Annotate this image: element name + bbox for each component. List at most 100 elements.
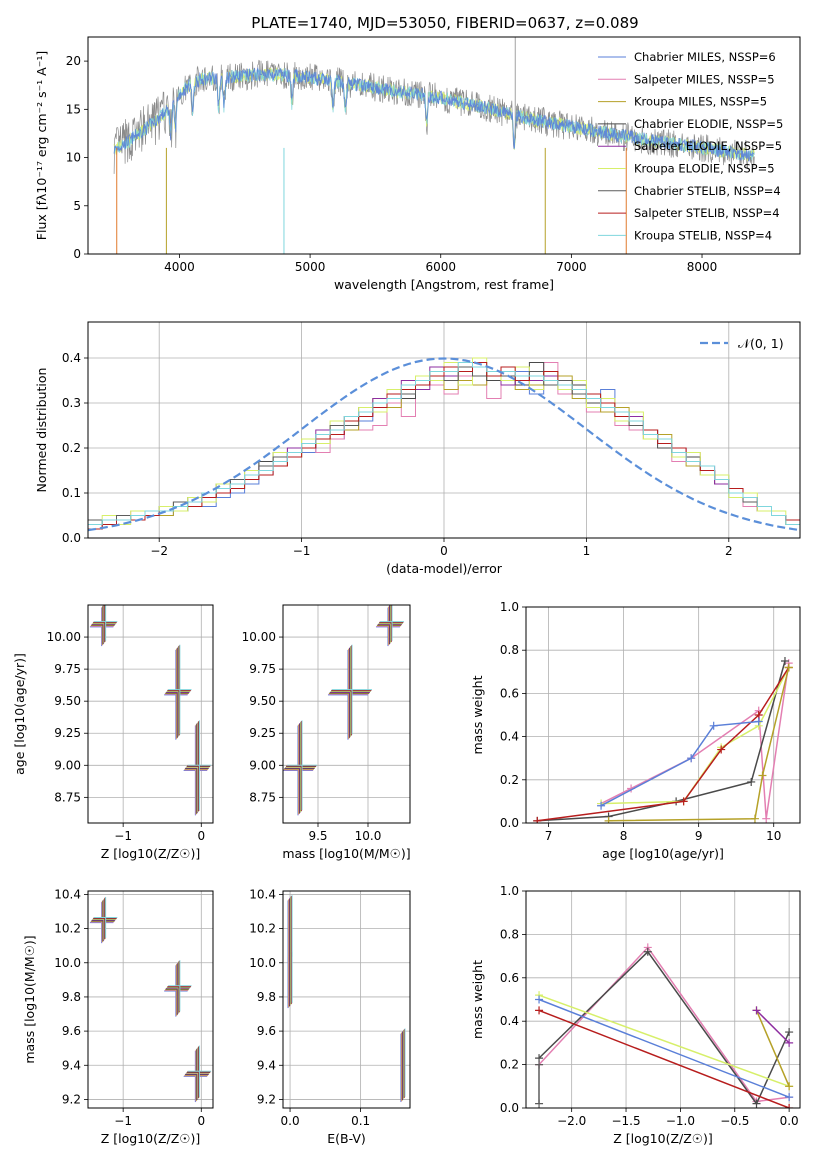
y-tick-label: 9.2 xyxy=(62,1092,81,1106)
x-tick-label: −1 xyxy=(114,1114,132,1128)
x-tick-label: 0.0 xyxy=(780,1114,799,1128)
y-axis-label: mass weight xyxy=(470,675,485,754)
weight-marker xyxy=(604,816,613,823)
weight-marker xyxy=(679,797,688,806)
weight-series-line xyxy=(538,950,790,1106)
weight-marker xyxy=(754,717,763,726)
weight-marker xyxy=(533,816,542,823)
x-axis-label: mass [log10(M/M☉)] xyxy=(282,846,410,861)
y-tick-label: 8.75 xyxy=(54,790,81,804)
normal-curve xyxy=(88,357,800,532)
x-axis-label: (data-model)/error xyxy=(386,561,503,576)
x-tick-label: −1.0 xyxy=(666,1114,695,1128)
y-tick-label: 9.6 xyxy=(62,1024,81,1038)
x-tick-label: 8 xyxy=(620,829,628,843)
y-tick-label: 9.75 xyxy=(54,662,81,676)
y-tick-label: 9.25 xyxy=(249,726,276,740)
x-tick-label: 10 xyxy=(766,829,781,843)
weight-marker xyxy=(535,1006,544,1015)
weight-marker xyxy=(535,1099,544,1108)
y-tick-label: 1.0 xyxy=(500,600,519,614)
x-tick-label: 2 xyxy=(725,544,733,558)
y-tick-label: 1.0 xyxy=(500,884,519,898)
y-tick-label: 0.4 xyxy=(500,1014,519,1028)
x-tick-label: 1 xyxy=(583,544,591,558)
panel-age_vs_mass: 9.5 10.0 8.75 9.00 9.25 9.50 9.75 10.00 mass [lo… xyxy=(242,604,411,861)
y-tick-label: 0.8 xyxy=(500,643,519,657)
y-tick-label: 0.6 xyxy=(500,686,519,700)
y-tick-label: 0.4 xyxy=(62,351,81,365)
y-axis-label: age [log10(age/yr)] xyxy=(12,653,27,775)
weight-series-line xyxy=(537,667,790,822)
weight-marker xyxy=(752,1006,761,1015)
y-tick-label: 9.00 xyxy=(54,758,81,772)
panel-mass_vs_Z: −1 0 9.2 9.4 9.6 9.8 10.0 10.2 10.4 Z [log10(Z/Z☉… xyxy=(22,887,214,1146)
weight-series-line xyxy=(538,998,790,1098)
plot-area xyxy=(283,605,405,816)
weight-series-line xyxy=(600,720,759,807)
weight-series-line xyxy=(538,1009,790,1108)
axes-frame xyxy=(525,606,801,824)
weight-marker xyxy=(762,814,771,823)
x-tick-label: 0 xyxy=(197,1114,205,1128)
y-tick-label: 0.3 xyxy=(62,396,81,410)
y-tick-label: 9.6 xyxy=(257,1024,276,1038)
figure-title: PLATE=1740, MJD=53050, FIBERID=0637, z=0… xyxy=(251,14,638,32)
legend-label: Kroupa STELIB, NSSP=4 xyxy=(634,228,772,242)
weight-marker xyxy=(597,801,606,810)
x-tick-label: 10.0 xyxy=(355,829,382,843)
weight-series-line xyxy=(608,667,790,822)
y-tick-label: 9.8 xyxy=(257,990,276,1004)
panel-weight_vs_age: 7 8 9 10 0.0 0.2 0.4 0.6 0.8 1.0 age [log10(age/yr… xyxy=(470,600,801,861)
weight-series-line xyxy=(538,946,790,1103)
panel-age_vs_Z: −1 0 8.75 9.00 9.25 9.50 9.75 10.00 Z [log10(Z/Z… xyxy=(12,604,214,861)
weight-marker xyxy=(687,754,696,763)
x-tick-label: −1 xyxy=(114,829,132,843)
y-tick-label: 0.4 xyxy=(500,730,519,744)
plot-area xyxy=(287,895,406,1103)
weight-marker xyxy=(785,1038,794,1047)
weight-series-line xyxy=(755,1010,790,1087)
y-tick-label: 9.25 xyxy=(54,726,81,740)
weight-series-line xyxy=(537,660,786,822)
x-axis-label: Z [log10(Z/Z☉)] xyxy=(101,846,201,861)
x-tick-label: 9.5 xyxy=(308,829,327,843)
x-tick-label: 7 xyxy=(545,829,553,843)
y-tick-label: 0.0 xyxy=(62,531,81,545)
y-tick-label: 10.2 xyxy=(54,922,81,936)
x-tick-label: 0.0 xyxy=(281,1114,300,1128)
plot-area xyxy=(88,357,800,538)
axes-frame xyxy=(87,890,214,1109)
weight-marker xyxy=(785,1093,794,1102)
y-tick-label: 10.4 xyxy=(54,887,81,901)
legend-label: Salpeter STELIB, NSSP=4 xyxy=(634,206,780,220)
panel-spectrum: 4000 5000 6000 7000 8000 0 5 10 15 20 wavelength [… xyxy=(34,36,801,292)
histogram-series xyxy=(88,362,800,538)
plot-area xyxy=(89,896,212,1103)
x-tick-label: 6000 xyxy=(425,260,456,274)
y-tick-label: 10.2 xyxy=(249,922,276,936)
weight-series-line xyxy=(600,663,790,819)
y-tick-label: 0.0 xyxy=(500,1101,519,1115)
x-axis-label: wavelength [Angstrom, rest frame] xyxy=(334,277,554,292)
weight-series-line xyxy=(538,994,790,1088)
x-tick-label: −2 xyxy=(150,544,168,558)
plot-area xyxy=(533,657,793,823)
y-tick-label: 10.0 xyxy=(54,956,81,970)
x-tick-label: 0 xyxy=(197,829,205,843)
weight-marker xyxy=(747,777,756,786)
legend-label: Kroupa MILES, NSSP=5 xyxy=(634,95,767,109)
weight-marker xyxy=(535,1060,544,1069)
plot-area xyxy=(89,605,212,816)
panel-weight_vs_Z: −2.0 −1.5 −1.0 −0.5 0.0 0.0 0.2 0.4 0.6 0.8 1.0 Z [… xyxy=(470,884,801,1146)
x-tick-label: 5000 xyxy=(295,260,326,274)
spectrum-model-line xyxy=(113,66,755,162)
y-tick-label: 10.0 xyxy=(249,956,276,970)
axes-frame xyxy=(87,36,801,255)
normal-legend-label: 𝒩(0, 1) xyxy=(738,336,784,351)
legend-label: Salpeter ELODIE, NSSP=5 xyxy=(634,139,782,153)
x-tick-label: −2.0 xyxy=(557,1114,586,1128)
y-tick-label: 9.4 xyxy=(257,1058,276,1072)
y-tick-label: 8.75 xyxy=(249,790,276,804)
